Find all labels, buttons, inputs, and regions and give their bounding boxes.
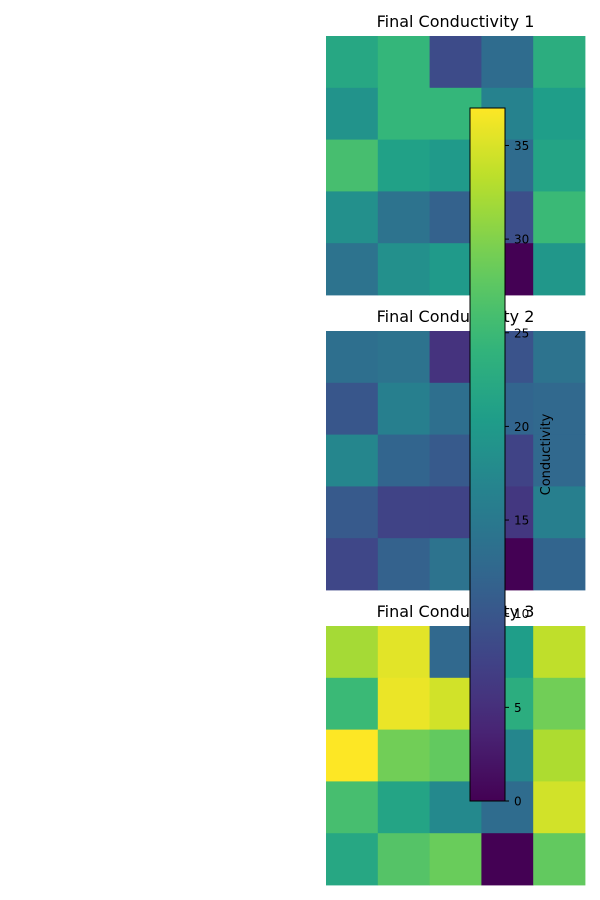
colorbar-tick-label: 20 (514, 420, 529, 434)
colorbar-tick-label: 30 (514, 233, 529, 247)
heatmap-cell (377, 139, 430, 192)
colorbar-tick-label: 5 (514, 701, 522, 715)
heatmap-panel-2: Final Conductivity 2 (326, 307, 586, 591)
colorbar: 0 5 10 15 20 25 30 35 Conductivity (469, 107, 554, 809)
colorbar-gradient (469, 107, 506, 802)
heatmap-cell (481, 36, 534, 89)
heatmap-cell (533, 139, 586, 192)
heatmap-cell (377, 434, 430, 487)
heatmap-cell (326, 191, 379, 244)
colorbar-tick-label: 25 (514, 326, 529, 340)
heatmap-cell (326, 382, 379, 435)
heatmap-cell (377, 833, 430, 886)
heatmap-cell (326, 87, 379, 140)
heatmap-cell (533, 833, 586, 886)
heatmap-cell (429, 833, 482, 886)
heatmap-cell (377, 87, 430, 140)
heatmap-cell (533, 626, 586, 679)
heatmap-title: Final Conductivity 3 (377, 602, 535, 621)
heatmap-cell (377, 36, 430, 89)
heatmap-cell (326, 729, 379, 782)
heatmap-cell (326, 331, 379, 384)
heatmap-cell (377, 781, 430, 834)
heatmap-cell (533, 538, 586, 591)
heatmap-cell (377, 331, 430, 384)
heatmap-cell (377, 382, 430, 435)
heatmap-cell (533, 677, 586, 730)
heatmap-cell (326, 36, 379, 89)
heatmap-cell (326, 626, 379, 679)
heatmap-cell (377, 243, 430, 296)
heatmap-cell (533, 781, 586, 834)
heatmap-cell (533, 729, 586, 782)
heatmap-cell (533, 87, 586, 140)
heatmap-cell (533, 486, 586, 539)
heatmap-cell (377, 677, 430, 730)
colorbar-tick-label: 0 (514, 795, 522, 809)
heatmap-cell (326, 434, 379, 487)
heatmap-cell (429, 36, 482, 89)
heatmap-cell (533, 434, 586, 487)
heatmap-panel-1: Final Conductivity 1 (326, 12, 586, 296)
heatmap-cell (326, 538, 379, 591)
heatmap-cell (326, 677, 379, 730)
heatmap-cell (377, 729, 430, 782)
heatmap-cell (377, 538, 430, 591)
heatmap-cell (481, 833, 534, 886)
heatmap-cell (533, 36, 586, 89)
colorbar-tick-label: 10 (514, 607, 529, 621)
heatmap-cell (326, 139, 379, 192)
heatmap-cell (326, 833, 379, 886)
heatmap-cell (377, 626, 430, 679)
heatmap-cell (533, 382, 586, 435)
colorbar-label: Conductivity (539, 413, 554, 495)
heatmap-panel-3: Final Conductivity 3 (326, 602, 586, 886)
heatmap-cell (533, 191, 586, 244)
heatmap-cell (533, 331, 586, 384)
colorbar-tick-label: 15 (514, 514, 529, 528)
heatmap-cell (326, 243, 379, 296)
heatmap-title: Final Conductivity 1 (377, 12, 535, 31)
heatmap-cell (533, 243, 586, 296)
heatmap-cell (377, 486, 430, 539)
heatmap-cell (326, 486, 379, 539)
colorbar-tick-label: 35 (514, 139, 529, 153)
heatmap-cell (326, 781, 379, 834)
heatmap-title: Final Conductivity 2 (377, 307, 535, 326)
heatmap-cell (377, 191, 430, 244)
